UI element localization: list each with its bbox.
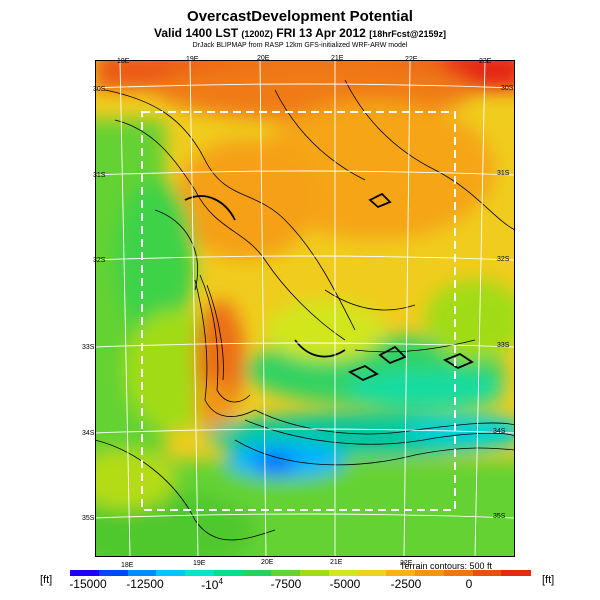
chart-title: OvercastDevelopment Potential [187,8,413,25]
colorbar-tick: -15000 [69,577,107,591]
lon-label-top: 23E [479,58,492,65]
colorbar-segment [242,570,272,576]
colorbar-segment [357,570,387,576]
lat-label-right: 34S [493,428,506,435]
colorbar-segment [300,570,330,576]
colorbar-tick: -2500 [390,577,422,591]
field-shading [95,60,515,557]
colorbar-tick: -5000 [329,577,361,591]
lon-label-top: 19E [186,56,199,63]
colorbar-segment [213,570,243,576]
lon-label-bottom: 18E [121,562,134,569]
map-frame [95,60,515,557]
colorbar-segment [386,570,416,576]
colorbar-tick-exponent: 4 [218,577,223,586]
inner-domain-box [141,111,456,511]
valid-time-main: Valid 1400 LST [153,26,239,40]
lat-lon-grid [95,60,515,557]
colorbar-unit-left: [ft] [40,574,53,586]
colorbar-segment [415,570,445,576]
lat-label-right: 32S [497,256,510,263]
colorbar-segment [98,570,128,576]
lon-label-bottom: 22E [400,560,413,567]
colorbar-tick: -7500 [270,577,302,591]
lat-label-left: 34S [82,430,95,437]
colorbar [70,570,531,576]
lon-label-top: 18E [117,58,130,65]
valid-time-utc: (1200Z) [241,29,273,39]
lat-label-right: 31S [497,170,510,177]
lat-label-left: 30S [93,86,106,93]
forecast-map [95,60,515,557]
lat-label-right: 33S [497,342,510,349]
colorbar-segment [271,570,301,576]
colorbar-segment [70,570,100,576]
terrain-contour-note: Terrain contours: 500 ft [400,561,493,571]
colorbar-segment [127,570,157,576]
lon-label-bottom: 19E [193,560,206,567]
lat-label-left: 33S [82,344,95,351]
model-credit: DrJack BLIPMAP from RASP 12km GFS-initia… [192,42,408,49]
colorbar-segment [472,570,502,576]
lon-label-bottom: 20E [261,559,274,566]
closed-contours [184,192,474,382]
colorbar-tick: 0 [465,577,473,591]
lon-label-top: 21E [331,55,344,62]
lat-label-right: 35S [493,513,506,520]
lon-label-bottom: 21E [330,559,343,566]
colorbar-segment [443,570,473,576]
colorbar-tick: -12500 [126,577,164,591]
colorbar-segment [156,570,186,576]
forecast-info: [18hrFcst@2159z] [369,29,446,39]
lat-label-left: 31S [93,172,106,179]
colorbar-segment [501,570,531,576]
colorbar-segment [328,570,358,576]
lat-label-right: 30S [501,85,514,92]
lat-label-left: 35S [82,515,95,522]
colorbar-tick-exp: -104 [201,577,223,592]
colorbar-segment [185,570,215,576]
valid-time-date: FRI 13 Apr 2012 [276,26,366,40]
lon-label-top: 22E [405,56,418,63]
lat-label-left: 32S [93,257,106,264]
valid-time: Valid 1400 LST (1200Z) FRI 13 Apr 2012 [… [0,26,600,40]
lon-label-top: 20E [257,55,270,62]
colorbar-unit-right: [ft] [542,574,555,586]
colorbar-tick: -10 [201,578,219,592]
